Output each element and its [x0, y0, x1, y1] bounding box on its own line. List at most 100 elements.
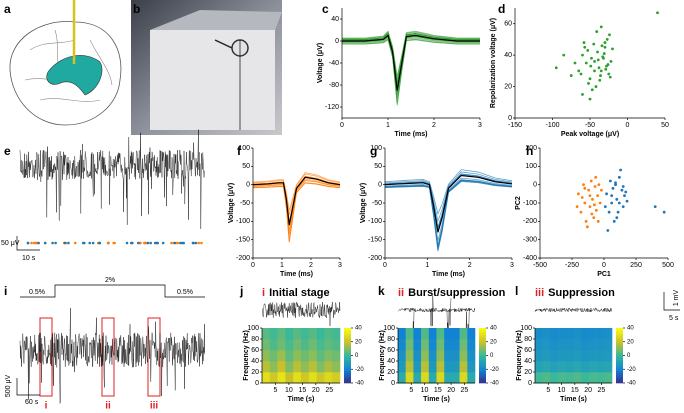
colorbar-label: 40 [355, 326, 362, 332]
heatmap-cell [604, 328, 613, 340]
scatter-point [577, 192, 580, 196]
spike-trace [342, 32, 480, 84]
heatmap-cell [459, 328, 468, 340]
y-tick-label: -120 [325, 104, 339, 111]
colorbar-segment [616, 363, 623, 366]
scatter-point [599, 74, 602, 77]
heatmap-cell [604, 339, 613, 351]
x-tick-label: -150 [508, 122, 522, 129]
spike-dot [200, 241, 203, 245]
x-axis-label: PC1 [597, 271, 611, 278]
heatmap-cell [565, 372, 574, 384]
scatter-point [577, 69, 581, 73]
scatter-point [612, 219, 616, 223]
scatter-point [586, 49, 590, 52]
scale-label: 5 s [669, 315, 679, 322]
colorbar-segment [616, 348, 623, 351]
y-axis-label: Voltage (μV) [317, 43, 324, 83]
heatmap-cell [421, 328, 430, 340]
scatter-point [604, 67, 608, 71]
y-axis-label: PC2 [515, 196, 522, 210]
scatter-point [584, 219, 588, 223]
scatter-point [588, 205, 592, 209]
y-axis-label: Frequency (Hz) [243, 330, 250, 381]
heatmap-cell [293, 339, 302, 351]
scatter-point [579, 210, 583, 214]
heatmap-cell [459, 339, 468, 351]
spike-dot [139, 241, 142, 245]
heatmap-cell [581, 372, 590, 384]
heatmap-cell [421, 372, 430, 384]
scatter-point [619, 168, 623, 172]
scatter-point [593, 69, 596, 73]
heatmap-cell [413, 339, 422, 351]
scatter-point [609, 179, 612, 183]
spike-dot [182, 241, 185, 245]
heatmap-cell [535, 361, 543, 373]
scatter-point [573, 61, 577, 65]
heatmap-cell [451, 339, 460, 351]
heatmap-cell [550, 328, 559, 340]
y-tick-label: 0 [246, 182, 250, 189]
heatmap-cell [316, 372, 325, 384]
x-tick-label: 25 [325, 387, 333, 394]
scatter-point [595, 30, 599, 33]
colorbar-segment [344, 343, 351, 345]
heatmap-cell [413, 350, 422, 362]
heatmap-cell [558, 350, 567, 362]
scatter-point [621, 205, 625, 209]
heatmap-cell [565, 350, 574, 362]
spike-trace [252, 182, 341, 243]
x-axis-label: Time (ms) [432, 271, 465, 278]
colorbar-segment [616, 358, 623, 360]
scatter-point [614, 181, 617, 185]
spike-dot [191, 241, 195, 245]
eeg-burst [429, 295, 435, 327]
scatter-point [581, 53, 584, 57]
colorbar-segment [344, 358, 351, 360]
heatmap-cell [459, 361, 468, 373]
colorbar-segment [479, 348, 486, 351]
heatmap-cell [596, 350, 605, 362]
y-tick-label: 0 [335, 38, 339, 45]
y-tick-label: -100 [236, 218, 250, 225]
scatter-point [610, 194, 614, 198]
stage-label: iii [535, 287, 544, 299]
heatmap-cell [573, 372, 582, 384]
colorbar-segment [479, 333, 486, 336]
y-tick-label: 50 [242, 163, 250, 170]
spike-dot [98, 241, 101, 245]
y-tick-label: 100 [525, 163, 537, 170]
spike-dot [26, 241, 30, 245]
colorbar-segment [616, 380, 623, 382]
heatmap-cell [596, 361, 605, 373]
mean-waveform [342, 34, 480, 91]
heatmap-cell [451, 328, 460, 340]
colorbar-segment [479, 377, 486, 380]
concentration-label: 0.5% [177, 289, 193, 296]
heatmap-cell [398, 361, 406, 373]
colorbar-segment [616, 344, 623, 347]
spectrogram-title: i Initial stage [262, 287, 330, 299]
scatter-point [590, 88, 594, 92]
scatter-point [583, 186, 587, 190]
heatmap-cell [262, 372, 271, 384]
y-tick-label: 40 [331, 16, 339, 23]
y-tick-label: -100 [523, 200, 537, 207]
colorbar-segment [616, 381, 623, 384]
scatter-point [603, 205, 607, 209]
x-tick-label: 1 [425, 262, 429, 269]
spike-trace [252, 178, 341, 231]
y-tick-label: -400 [523, 255, 537, 262]
colorbar-segment [479, 343, 486, 345]
colorbar-segment [344, 347, 351, 349]
colorbar-segment [479, 347, 486, 349]
colorbar-segment [616, 369, 623, 371]
heatmap-cell [421, 339, 430, 351]
spike-trace [342, 37, 480, 99]
heatmap-cell [301, 372, 310, 384]
colorbar-segment [344, 355, 351, 358]
colorbar-segment [344, 328, 351, 330]
y-tick-label: -200 [368, 255, 382, 262]
spike-dot [173, 241, 177, 245]
